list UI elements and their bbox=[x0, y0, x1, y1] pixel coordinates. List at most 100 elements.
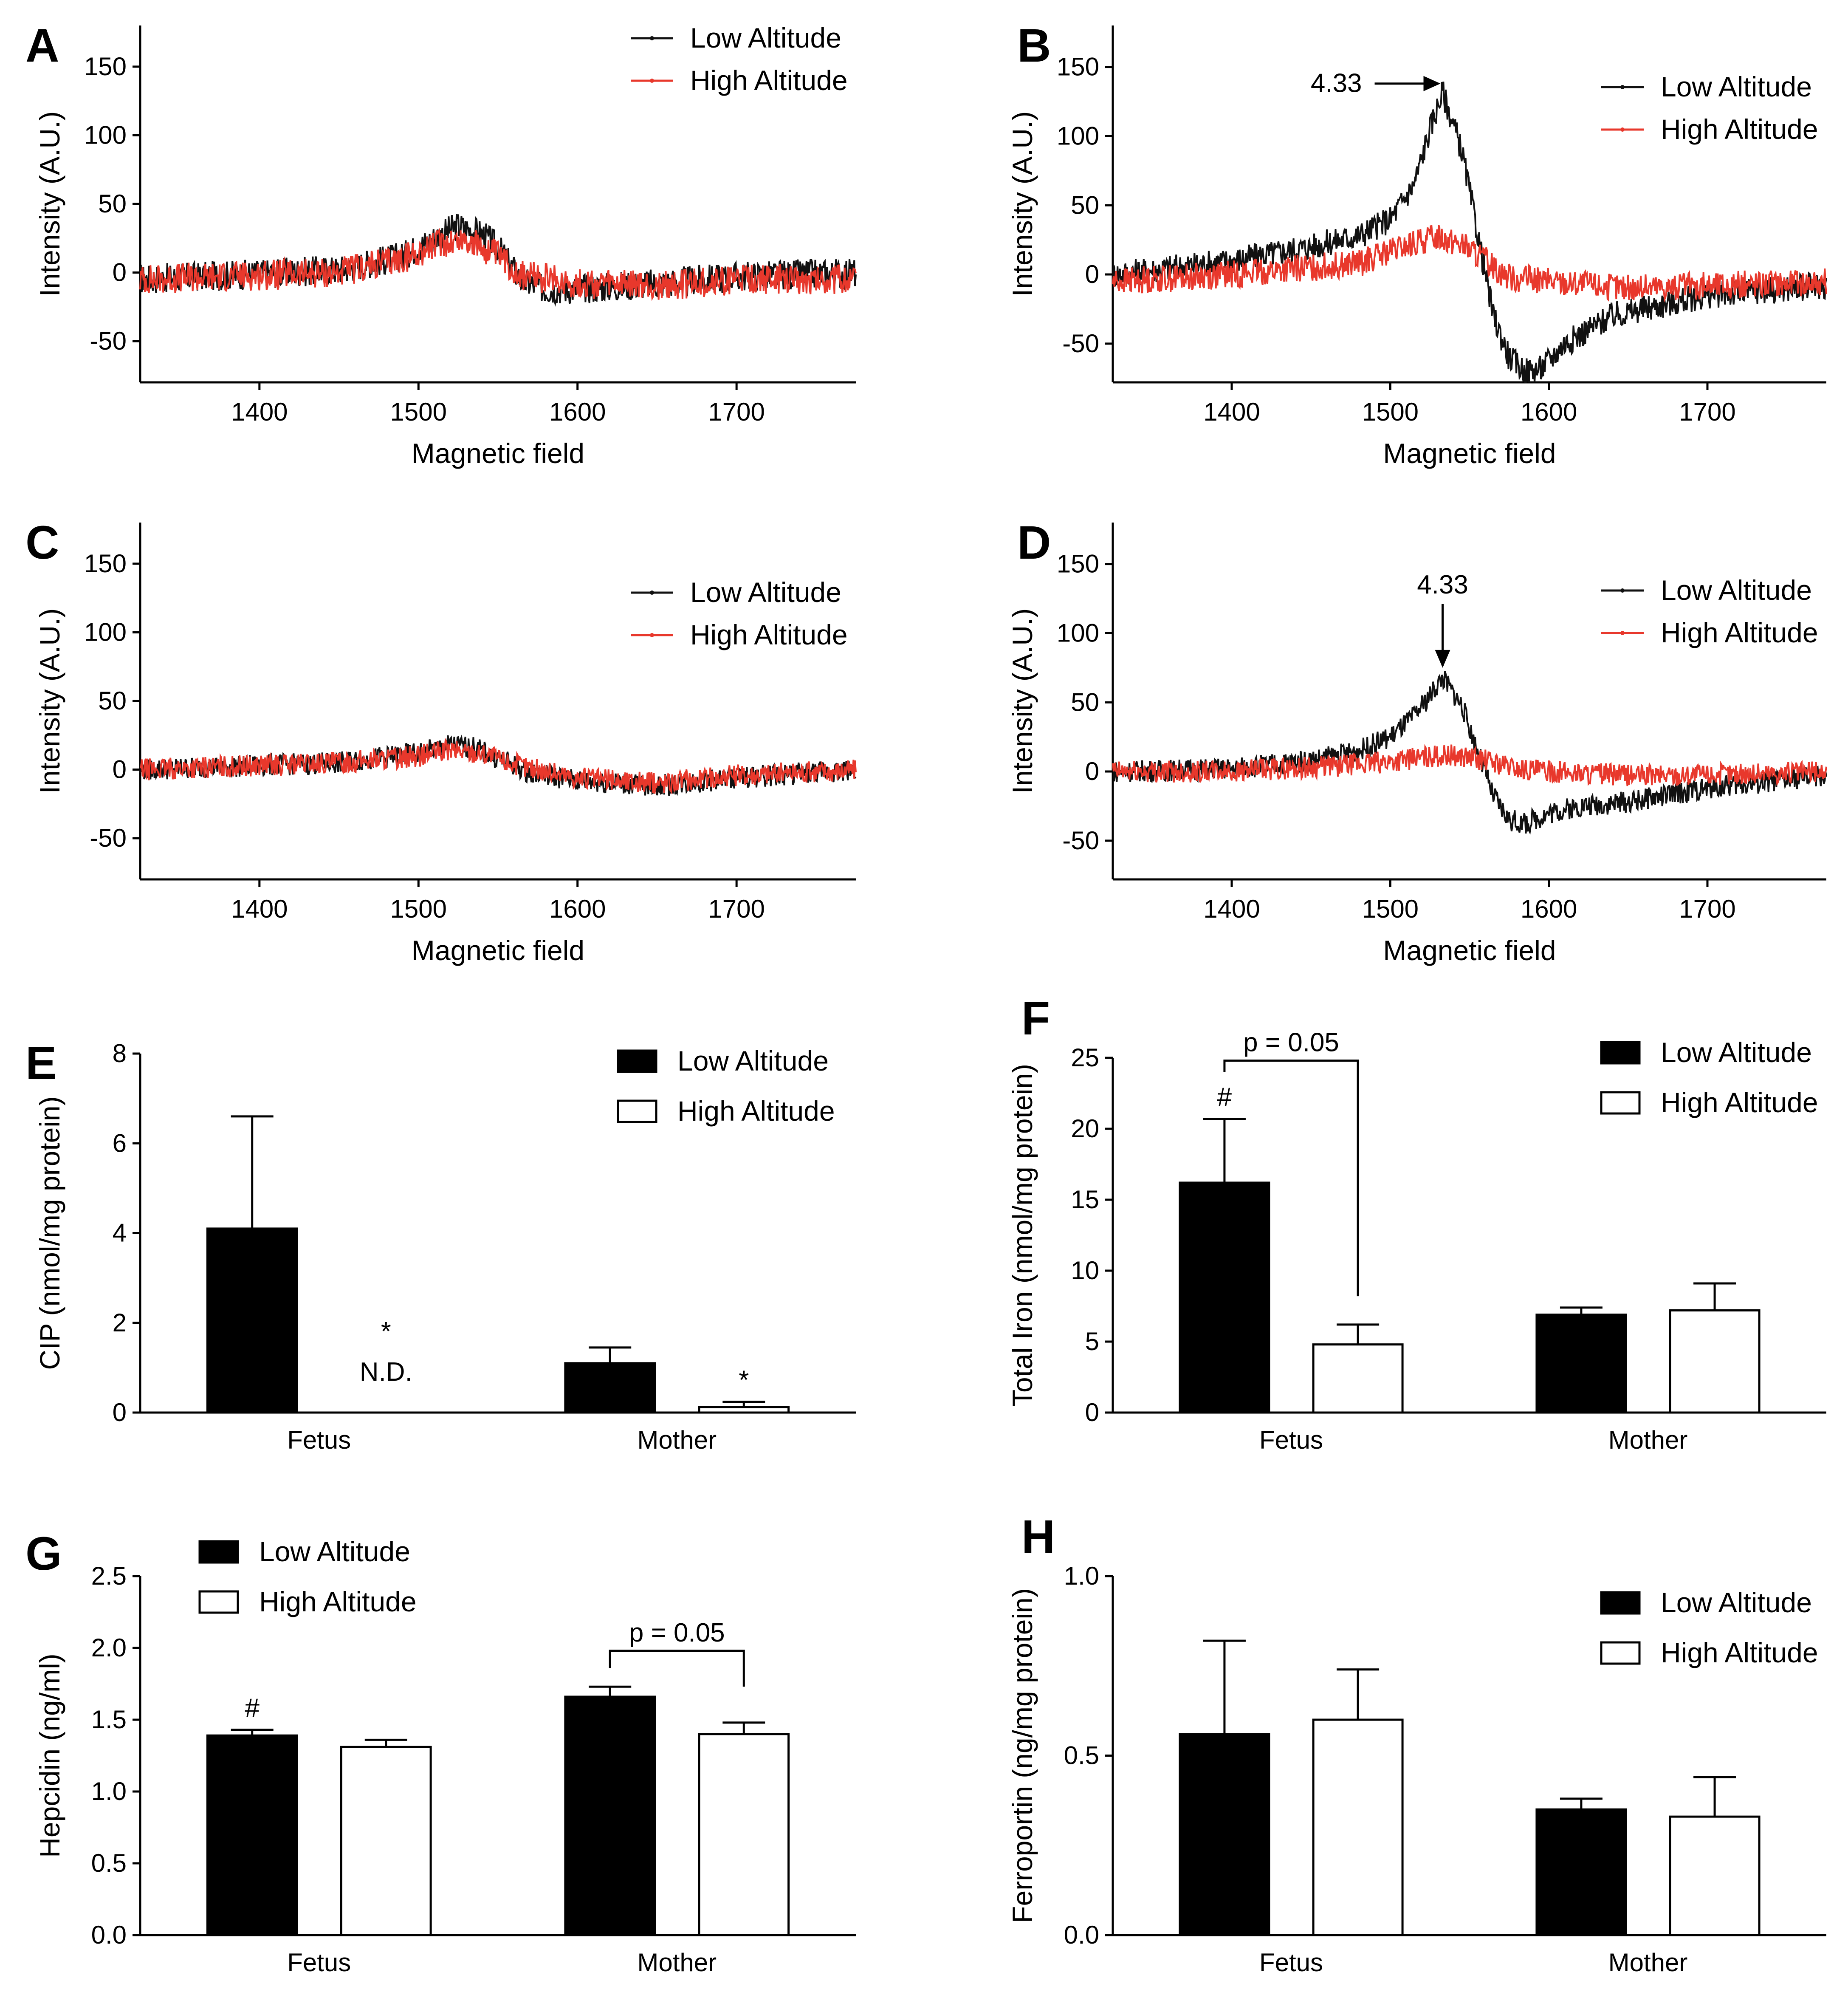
x-axis-title: Magnetic field bbox=[1383, 438, 1556, 469]
series-line-low-altitude bbox=[139, 214, 857, 307]
legend-swatch-high bbox=[617, 1099, 657, 1123]
y-tick-label: 20 bbox=[1071, 1114, 1099, 1143]
significance-label: * bbox=[381, 1317, 391, 1346]
legend-label-low: Low Altitude bbox=[690, 22, 841, 54]
legend-swatch-low bbox=[1600, 1591, 1641, 1615]
panel-D: -50 0 50 100 150 Intensity (A.U.) D 1400 1500 160… bbox=[1007, 517, 1827, 966]
y-axis-title: Intensity (A.U.) bbox=[1007, 111, 1038, 297]
x-tick-label: 1700 bbox=[1679, 895, 1735, 923]
legend-label-high: High Altitude bbox=[690, 619, 848, 650]
series-line-low-altitude bbox=[1112, 82, 1827, 384]
x-axis-title: Magnetic field bbox=[412, 935, 584, 966]
y-axis-title: Intensity (A.U.) bbox=[1007, 608, 1038, 794]
y-tick-label: 100 bbox=[1057, 619, 1099, 647]
x-tick-label: 1600 bbox=[1521, 895, 1577, 923]
x-axis-title: Magnetic field bbox=[412, 438, 584, 469]
legend-swatch-low bbox=[1600, 1041, 1641, 1065]
panel-C: -50 0 50 100 150 Intensity (A.U.) C 1400 1500 160… bbox=[25, 517, 857, 966]
panel-E: 0 2 4 6 8 CIP (nmol/mg protein) E Fetus Mother * N… bbox=[25, 1037, 856, 1454]
annotation-arrowhead bbox=[1423, 76, 1441, 91]
y-tick-label: 0 bbox=[113, 755, 127, 784]
bar-mother-low-altitude bbox=[564, 1362, 656, 1414]
panel-label: B bbox=[1017, 20, 1051, 72]
x-tick-label: 1400 bbox=[231, 398, 288, 426]
x-tick-label: 1600 bbox=[1521, 398, 1577, 426]
y-tick-label: 150 bbox=[84, 52, 127, 81]
y-tick-label: 4 bbox=[113, 1219, 127, 1247]
bar-fetus-low-altitude bbox=[206, 1734, 298, 1936]
legend-marker-low bbox=[1620, 588, 1625, 593]
y-tick-label: -50 bbox=[1062, 826, 1099, 855]
panel-F: 0 5 10 15 20 25 Total Iron (nmol/mg protein) F F… bbox=[1007, 992, 1826, 1454]
y-tick-label: 50 bbox=[1071, 191, 1099, 219]
panel-A: -50 0 50 100 150 Intensity (A.U.) A 1400 1500 160… bbox=[25, 20, 857, 469]
y-tick-label: 0.5 bbox=[91, 1849, 127, 1877]
x-tick-label: 1400 bbox=[1203, 398, 1260, 426]
y-tick-label: 0.5 bbox=[1064, 1741, 1099, 1770]
legend-swatch-high bbox=[198, 1590, 239, 1614]
x-tick-label: 1600 bbox=[549, 895, 606, 923]
legend-label-high: High Altitude bbox=[1661, 1637, 1818, 1668]
x-tick-label: 1700 bbox=[708, 895, 765, 923]
y-tick-label: 150 bbox=[1057, 550, 1099, 578]
y-tick-label: 150 bbox=[1057, 53, 1099, 81]
x-category-label: Fetus bbox=[287, 1426, 351, 1454]
significance-bracket bbox=[609, 1650, 745, 1687]
legend-marker-high bbox=[1620, 631, 1625, 635]
y-axis-title: Total Iron (nmol/mg protein) bbox=[1007, 1064, 1038, 1407]
series-line-low-altitude bbox=[1112, 671, 1827, 835]
x-tick-label: 1700 bbox=[1679, 398, 1735, 426]
significance-label: # bbox=[245, 1694, 260, 1723]
legend-label-low: Low Altitude bbox=[690, 576, 841, 608]
y-axis-title: Intensity (A.U.) bbox=[34, 608, 65, 794]
y-tick-label: 50 bbox=[98, 687, 127, 715]
y-tick-label: 0 bbox=[1085, 757, 1099, 786]
bar-mother-low-altitude bbox=[1535, 1314, 1627, 1414]
legend-swatch-low bbox=[198, 1540, 239, 1564]
bar-fetus-low-altitude bbox=[206, 1227, 298, 1414]
bar-mother-high-altitude bbox=[1669, 1815, 1761, 1936]
annotation-label: 4.33 bbox=[1311, 69, 1362, 98]
legend-label-low: Low Altitude bbox=[259, 1536, 410, 1567]
bar-fetus-low-altitude bbox=[1179, 1733, 1270, 1936]
legend-label-high: High Altitude bbox=[1661, 617, 1818, 648]
y-tick-label: 0 bbox=[1085, 1398, 1099, 1427]
bar-fetus-high-altitude bbox=[340, 1746, 432, 1936]
y-tick-label: 0 bbox=[113, 1398, 127, 1427]
x-tick-label: 1500 bbox=[1362, 398, 1419, 426]
bar-mother-high-altitude bbox=[1669, 1309, 1761, 1414]
legend-marker-low bbox=[650, 36, 654, 40]
panel-label: H bbox=[1021, 1511, 1055, 1563]
bar-fetus-high-altitude bbox=[1312, 1718, 1404, 1936]
legend-label-low: Low Altitude bbox=[1661, 1037, 1812, 1068]
series-line-high-altitude bbox=[139, 227, 857, 301]
legend-marker-high bbox=[1620, 127, 1625, 132]
y-tick-label: 8 bbox=[113, 1039, 127, 1068]
y-tick-label: 1.0 bbox=[1064, 1562, 1099, 1590]
legend-label-low: Low Altitude bbox=[677, 1045, 829, 1077]
y-tick-label: 5 bbox=[1085, 1327, 1099, 1356]
significance-label: * bbox=[739, 1366, 749, 1395]
x-axis-title: Magnetic field bbox=[1383, 935, 1556, 966]
legend-swatch-high bbox=[1600, 1091, 1641, 1115]
annotation-arrowhead bbox=[1435, 650, 1450, 668]
legend-label-high: High Altitude bbox=[1661, 1087, 1818, 1118]
x-tick-label: 1500 bbox=[390, 895, 447, 923]
x-category-label: Mother bbox=[637, 1948, 717, 1977]
y-tick-label: -50 bbox=[1062, 329, 1099, 358]
y-axis-title: Hepcidin (ng/ml) bbox=[34, 1653, 65, 1858]
x-tick-label: 1500 bbox=[390, 398, 447, 426]
y-tick-label: 1.5 bbox=[91, 1705, 127, 1734]
p-value-label: p = 0.05 bbox=[629, 1618, 725, 1647]
legend-label-low: Low Altitude bbox=[1661, 71, 1812, 102]
y-tick-label: 50 bbox=[98, 189, 127, 218]
y-tick-label: 15 bbox=[1071, 1185, 1099, 1214]
y-axis-title: CIP (nmol/mg protein) bbox=[34, 1096, 65, 1370]
bar-mother-low-altitude bbox=[1535, 1808, 1627, 1936]
x-category-label: Mother bbox=[1608, 1426, 1688, 1454]
y-tick-label: 50 bbox=[1071, 688, 1099, 716]
x-category-label: Fetus bbox=[1259, 1426, 1323, 1454]
y-tick-label: 0 bbox=[1085, 260, 1099, 288]
legend-label-high: High Altitude bbox=[259, 1586, 417, 1617]
